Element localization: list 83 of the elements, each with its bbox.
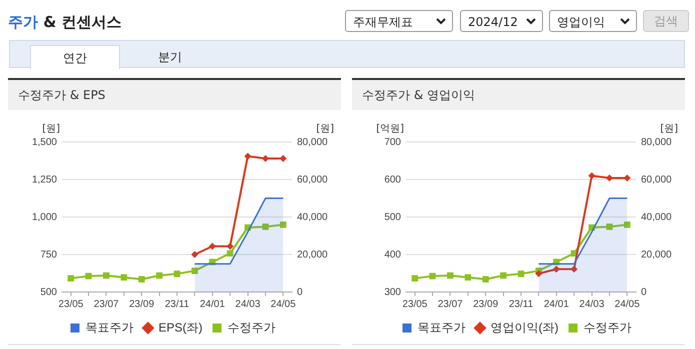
- text: 검색: [643, 10, 689, 32]
- point: [500, 272, 506, 279]
- y-tick-label: 1,250: [32, 174, 58, 186]
- x-tick-label: 23/07: [94, 298, 120, 310]
- y-axis-title: [억원]: [376, 124, 404, 135]
- x-tick-label: 23/11: [164, 298, 190, 310]
- text: 주재무제표: [345, 10, 453, 32]
- y-tick-label: 700: [384, 136, 402, 148]
- chart-title: 수정주가 & 영업이익: [352, 80, 685, 110]
- point: [280, 222, 286, 228]
- point: [103, 272, 110, 279]
- y2-tick-label: 40,000: [297, 212, 328, 223]
- x-tick-label: 24/01: [200, 298, 226, 310]
- y2-tick-label: 60,000: [641, 174, 672, 186]
- x-tick-label: 23/09: [129, 298, 155, 310]
- legend-label: 목표주가: [418, 320, 466, 334]
- point: [244, 152, 252, 160]
- legend-label: 목표주가: [86, 320, 134, 334]
- y-tick-label: 600: [384, 174, 402, 186]
- y-tick-label: 300: [384, 286, 402, 298]
- legend-label: EPS(좌): [158, 320, 203, 334]
- y-tick-label: 500: [40, 286, 58, 298]
- y2-tick-label: 20,000: [297, 249, 328, 260]
- x-tick-label: 24/05: [614, 298, 640, 310]
- point: [138, 276, 145, 282]
- point: [262, 155, 269, 162]
- point: [156, 272, 162, 279]
- text: 주가 & 컨센서스: [8, 13, 122, 32]
- point: [624, 174, 631, 182]
- text: 연간: [30, 45, 120, 69]
- point: [226, 250, 234, 257]
- y2-tick-label: 60,000: [297, 174, 328, 186]
- x-tick-label: 24/03: [579, 298, 605, 310]
- point: [262, 224, 269, 230]
- y2-axis-title: [원]: [660, 124, 678, 135]
- point: [482, 276, 489, 282]
- y-tick-label: 500: [384, 212, 402, 223]
- point: [120, 274, 128, 281]
- text: 분기: [157, 49, 183, 66]
- point: [588, 172, 596, 180]
- legend-label: 수정주가: [228, 320, 276, 334]
- point: [552, 266, 560, 273]
- point: [464, 274, 472, 281]
- x-tick-label: 24/01: [544, 298, 570, 310]
- point: [208, 242, 216, 250]
- y-tick-label: 400: [384, 249, 402, 260]
- point: [518, 270, 524, 277]
- point: [606, 174, 613, 182]
- point: [174, 270, 180, 277]
- x-tick-label: 23/09: [473, 298, 499, 310]
- x-tick-label: 23/05: [58, 298, 84, 310]
- x-tick-label: 23/11: [508, 298, 534, 310]
- chart-title: 수정주가 & EPS: [8, 80, 341, 110]
- point: [624, 222, 630, 228]
- y2-tick-label: 20,000: [641, 249, 672, 260]
- y2-tick-label: 80,000: [641, 136, 672, 148]
- point: [606, 224, 613, 230]
- x-tick-label: 24/03: [235, 298, 261, 310]
- x-tick-label: 23/07: [438, 298, 464, 310]
- y2-tick-label: 80,000: [297, 136, 328, 148]
- y-tick-label: 1,000: [32, 212, 58, 223]
- point: [192, 268, 198, 274]
- x-tick-label: 24/05: [270, 298, 296, 310]
- text: 영업이익: [549, 10, 637, 32]
- x-tick-label: 23/05: [402, 298, 428, 310]
- y2-axis-title: [원]: [316, 124, 334, 135]
- point: [68, 275, 74, 282]
- point: [535, 270, 542, 278]
- point: [412, 275, 418, 282]
- legend-label: 수정주가: [583, 320, 632, 334]
- y2-tick-label: 0: [641, 286, 647, 298]
- y-tick-label: 1,500: [32, 136, 58, 148]
- text: 2024/12: [460, 10, 543, 32]
- y-tick-label: 750: [40, 249, 58, 260]
- point: [570, 266, 578, 273]
- y2-tick-label: 40,000: [641, 212, 672, 223]
- y-axis-title: [원]: [42, 124, 60, 135]
- y2-tick-label: 0: [297, 286, 303, 298]
- point: [447, 272, 454, 279]
- legend-label: 영업이익(좌): [490, 320, 559, 334]
- point: [280, 155, 287, 162]
- point: [191, 251, 198, 258]
- point: [226, 242, 234, 250]
